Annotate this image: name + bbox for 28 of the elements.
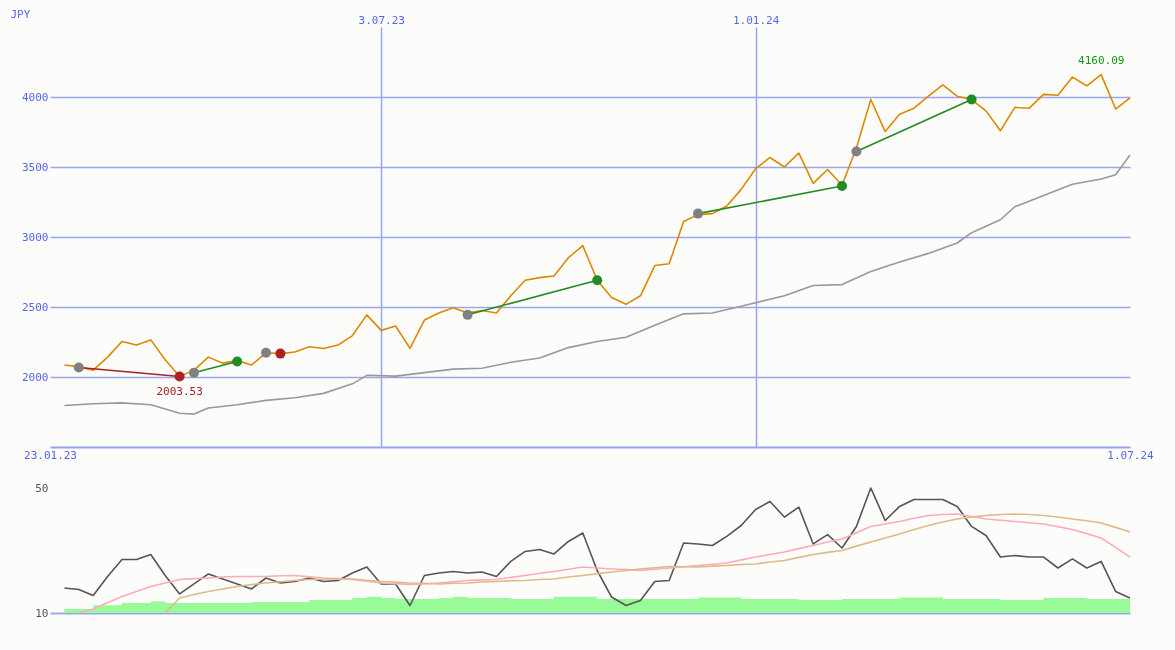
x-tick-label: 1.07.24 (1107, 448, 1155, 462)
y-tick-label: 3500 (22, 160, 49, 174)
x2-tick-label: 1.01.24 (732, 13, 780, 27)
line-series (63, 487, 1131, 607)
y-tick-label: 2000 (22, 370, 49, 384)
y-tick-label: 10 (35, 606, 49, 620)
point (693, 208, 703, 219)
y-tick-label: 4000 (22, 90, 49, 104)
y-axis-title: JPY (10, 7, 31, 21)
point (261, 347, 271, 358)
point (174, 371, 185, 382)
line-series (63, 154, 1131, 415)
annotation: 2003.53 (156, 385, 203, 399)
point (837, 181, 847, 192)
point (462, 309, 473, 320)
point (232, 356, 243, 367)
point (592, 275, 603, 286)
point (966, 94, 977, 105)
point (275, 348, 286, 359)
x-tick-label: 23.01.23 (24, 448, 77, 462)
point (851, 146, 862, 157)
point (73, 362, 84, 373)
y-tick-label: 3000 (22, 230, 49, 244)
x2-tick-label: 3.07.23 (358, 13, 405, 27)
point (189, 367, 199, 378)
y-tick-label: 2500 (22, 300, 49, 314)
annotation: 4160.09 (1078, 53, 1125, 67)
y-tick-label: 50 (35, 481, 49, 495)
